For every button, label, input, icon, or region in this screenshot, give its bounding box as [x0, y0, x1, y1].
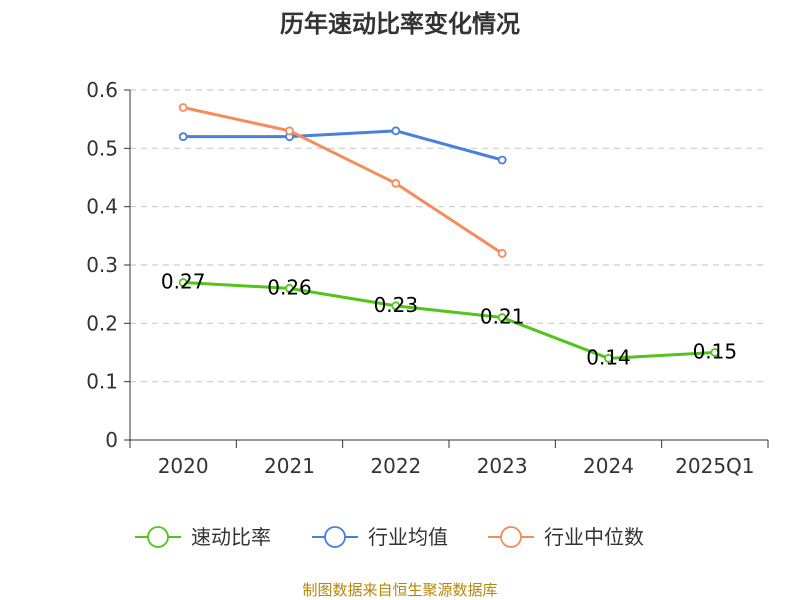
y-tick-label: 0: [105, 428, 118, 452]
legend-item: 行业中位数: [488, 525, 644, 549]
y-tick-label: 0.1: [86, 370, 118, 394]
data-point: [285, 126, 294, 136]
data-label: 0.27: [161, 270, 206, 294]
legend-item: 速动比率: [135, 525, 271, 549]
data-point: [391, 178, 401, 188]
series-layer: [178, 103, 720, 363]
data-point: [285, 283, 294, 293]
data-point: [391, 126, 401, 136]
data-point: [178, 103, 188, 112]
data-label: 0.14: [586, 345, 631, 369]
x-tick-label: 2023: [477, 454, 528, 478]
x-tick-label: 2020: [158, 454, 209, 478]
x-tick-label: 2022: [370, 454, 421, 478]
x-tick-label: 2021: [264, 454, 315, 478]
data-labels: 0.27 0.26 0.23 0.21 0.14 0.15: [161, 270, 737, 370]
data-label: 0.21: [480, 305, 525, 329]
x-tick-label: 2024: [583, 454, 634, 478]
data-point: [497, 248, 507, 258]
data-label: 0.15: [693, 340, 738, 364]
series-0: [178, 278, 720, 363]
legend-label: 行业中位数: [544, 525, 644, 549]
data-label: 0.23: [374, 293, 419, 317]
legend-label: 行业均值: [368, 525, 448, 549]
source-note: 制图数据来自恒生聚源数据库: [302, 581, 497, 599]
series-line: [182, 106, 503, 255]
series-line: [183, 129, 503, 162]
data-point: [391, 301, 401, 311]
y-tick-label: 0.6: [86, 78, 118, 102]
data-point: [178, 132, 188, 142]
grid: [130, 89, 768, 383]
y-tick-label: 0.5: [86, 136, 118, 160]
data-point: [497, 155, 507, 165]
x-tick-label: 2025Q1: [675, 454, 754, 478]
legend-marker: [147, 526, 169, 548]
data-point: [497, 313, 507, 322]
series-2: [178, 103, 507, 258]
legend: 速动比率 行业均值 行业中位数: [135, 525, 644, 549]
legend-marker: [500, 526, 522, 548]
y-tick-label: 0.3: [86, 253, 118, 277]
series-line: [183, 281, 715, 360]
data-label: 0.26: [267, 275, 312, 299]
data-point: [604, 353, 613, 363]
legend-item: 行业均值: [312, 525, 448, 549]
y-tick-label: 0.4: [86, 195, 118, 219]
legend-marker: [324, 526, 346, 548]
data-point: [178, 278, 188, 287]
chart-title: 历年速动比率变化情况: [280, 10, 520, 38]
data-point: [710, 348, 720, 357]
axes: 0 0.1 0.2 0.3 0.4 0.5 0.6 2020 2021 2022 2023 2024 2…: [86, 78, 769, 478]
legend-label: 速动比率: [191, 525, 271, 549]
y-tick-label: 0.2: [86, 311, 118, 335]
